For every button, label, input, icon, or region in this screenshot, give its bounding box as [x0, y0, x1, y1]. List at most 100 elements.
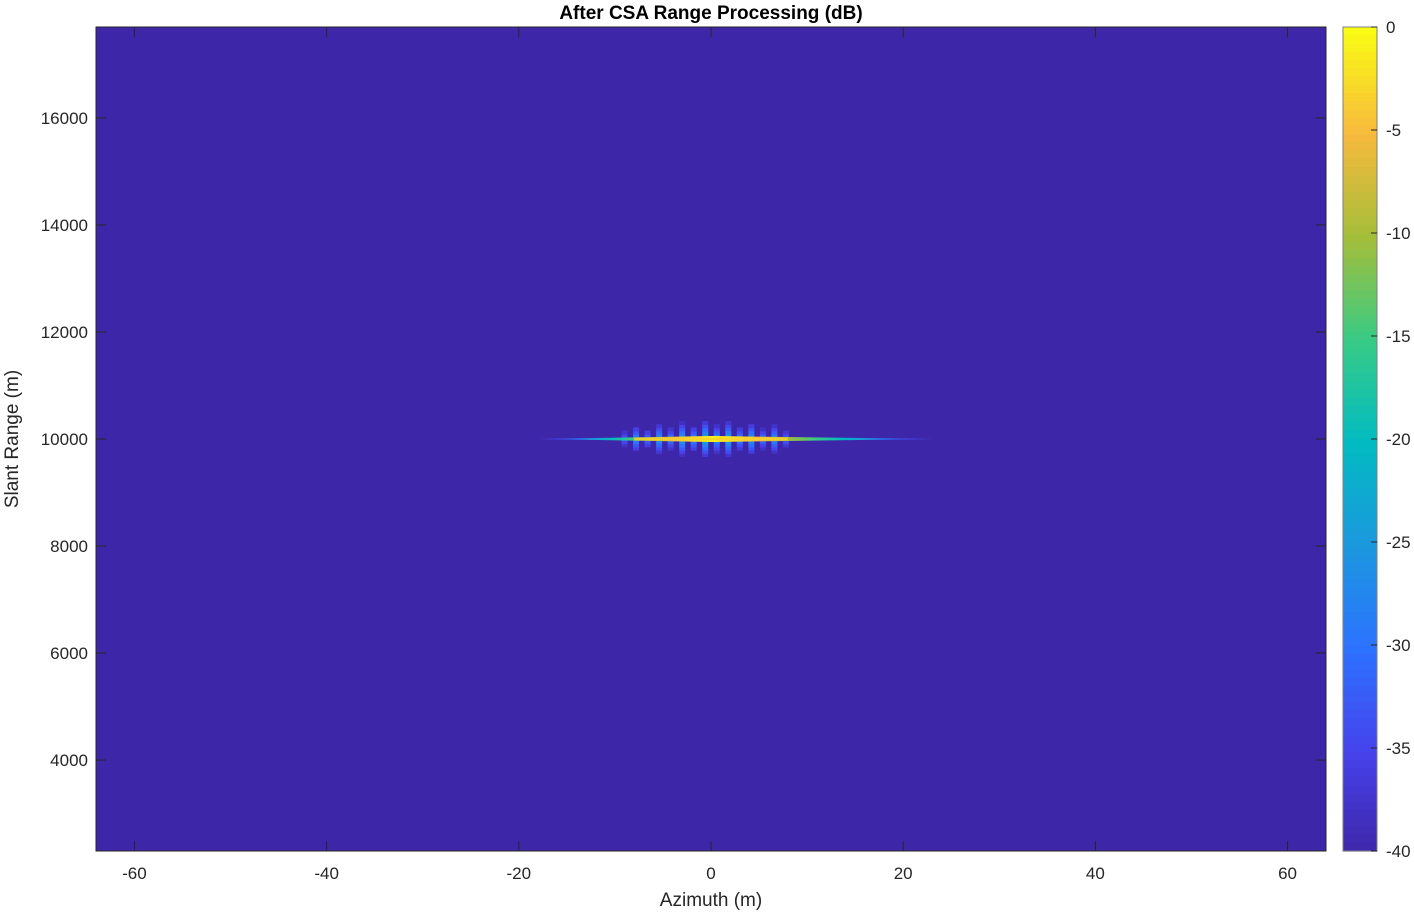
heatmap-cell: [656, 443, 663, 448]
heatmap-cell: [847, 437, 851, 441]
colorbar-segment: [1343, 710, 1377, 720]
colorbar-segment: [1343, 661, 1377, 671]
colorbar-segment: [1343, 356, 1377, 366]
heatmap-cell: [622, 437, 625, 441]
colorbar-segment: [1343, 265, 1377, 275]
colorbar-segment: [1343, 51, 1377, 61]
heatmap-cell: [795, 437, 798, 441]
colorbar-segment: [1343, 101, 1377, 110]
heatmap-cell: [840, 437, 844, 441]
colorbar-segment: [1343, 488, 1377, 498]
heatmap-cell: [557, 438, 560, 440]
heatmap-cell: [679, 420, 686, 425]
heatmap-cell: [588, 438, 592, 440]
colorbar-segment: [1343, 834, 1377, 844]
heatmap-cell: [679, 424, 686, 429]
colorbar-tick-label: -35: [1386, 739, 1411, 758]
colorbar-segment: [1343, 735, 1377, 745]
colorbar-segment: [1343, 125, 1377, 135]
heatmap-cell: [725, 420, 732, 425]
heatmap-cell: [736, 433, 743, 438]
colorbar-tick-label: -5: [1386, 121, 1401, 140]
heatmap-cell: [633, 433, 640, 438]
heatmap-cell: [828, 437, 832, 441]
heatmap-cell: [881, 438, 885, 440]
heatmap-cell: [748, 440, 755, 445]
colorbar-segment: [1343, 331, 1377, 341]
heatmap-cell: [586, 438, 589, 440]
colorbar-segment: [1343, 76, 1377, 86]
colorbar-segment: [1343, 208, 1377, 218]
heatmap-cell: [631, 437, 635, 441]
heatmap-cell: [809, 437, 813, 441]
plot-area: [95, 26, 1327, 852]
heatmap-cell: [748, 427, 755, 432]
heatmap-cell: [823, 437, 827, 441]
x-axis-label: Azimuth (m): [660, 890, 762, 911]
colorbar-segment: [1343, 439, 1377, 448]
heatmap-cell: [713, 440, 720, 445]
heatmap-cell: [679, 427, 686, 432]
heatmap-cell: [895, 438, 899, 440]
heatmap-cell: [574, 438, 577, 440]
colorbar-segment: [1343, 364, 1377, 374]
heatmap-cell: [538, 438, 541, 440]
colorbar-segment: [1343, 323, 1377, 333]
heatmap-cell: [656, 427, 663, 432]
heatmap-cell: [850, 437, 853, 441]
heatmap-cell: [759, 443, 766, 448]
heatmap-cell: [725, 446, 732, 451]
heatmap-cell: [621, 430, 628, 435]
heatmap-cell: [857, 437, 861, 441]
heatmap-cell: [679, 443, 686, 448]
colorbar-segment: [1343, 653, 1377, 663]
colorbar-segment: [1343, 298, 1377, 308]
heatmap-cell: [748, 430, 755, 435]
x-tick-label: 0: [706, 864, 715, 883]
heatmap-cell: [690, 440, 697, 445]
colorbar-segment: [1343, 463, 1377, 473]
heatmap-cell: [771, 424, 778, 429]
colorbar-segment: [1343, 68, 1377, 78]
colorbar-tick-label: -30: [1386, 636, 1411, 655]
colorbar-segment: [1343, 785, 1377, 794]
heatmap-cell: [797, 437, 801, 441]
heatmap-cell: [559, 438, 563, 440]
heatmap-cell: [883, 438, 887, 440]
heatmap-cell: [725, 427, 732, 432]
heatmap-cell: [807, 437, 810, 441]
colorbar-segment: [1343, 537, 1377, 547]
heatmap-cell: [736, 440, 743, 445]
colorbar-segment: [1343, 579, 1377, 588]
colorbar-tick-label: -20: [1386, 430, 1411, 449]
heatmap-cell: [748, 449, 755, 454]
heatmap-cell: [759, 446, 766, 451]
heatmap-cell: [547, 438, 551, 440]
colorbar-segment: [1343, 175, 1377, 185]
heatmap-cell: [927, 438, 930, 440]
heatmap-cell: [656, 440, 663, 445]
heatmap-cell: [644, 433, 651, 438]
colorbar-segment: [1343, 636, 1377, 646]
colorbar-segment: [1343, 150, 1377, 160]
colorbar-segment: [1343, 282, 1377, 292]
heatmap-cell: [624, 437, 628, 441]
heatmap-cell: [702, 424, 709, 429]
heatmap-cell: [690, 427, 697, 432]
heatmap-cell: [571, 438, 575, 440]
colorbar-segment: [1343, 826, 1377, 836]
y-tick-label: 4000: [50, 751, 88, 770]
heatmap-cell: [804, 437, 808, 441]
colorbar-segment: [1343, 191, 1377, 201]
heatmap-cell: [799, 437, 803, 441]
heatmap-cell: [644, 430, 651, 435]
heatmap-cell: [843, 437, 846, 441]
heatmap-cell: [917, 438, 921, 440]
heatmap-cell: [771, 430, 778, 435]
heatmap-cell: [833, 437, 837, 441]
heatmap-cell: [893, 438, 897, 440]
colorbar-segment: [1343, 373, 1377, 382]
heatmap-cell: [920, 438, 923, 440]
heatmap-cell: [605, 437, 608, 441]
